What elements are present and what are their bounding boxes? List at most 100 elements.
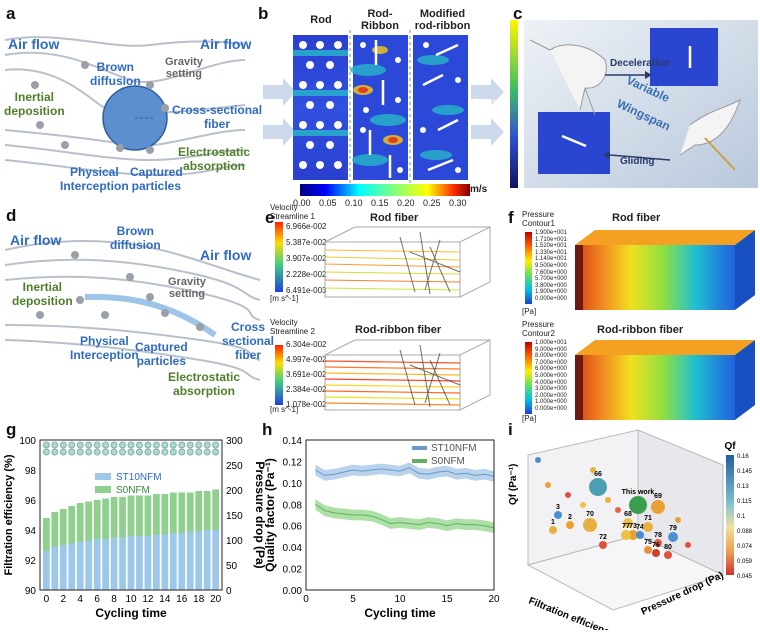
g-bar-st10nfm	[212, 530, 220, 590]
g-pressure-point	[127, 441, 135, 449]
i-point-label: 74	[636, 524, 644, 531]
i-point-small	[675, 517, 681, 523]
b-colorbar-tick: 0.30	[449, 198, 467, 208]
g-pressure-point	[93, 441, 101, 449]
g-bar-st10nfm	[169, 533, 177, 590]
f-legend1-value: 7.600e+000	[535, 269, 567, 276]
b-outlet-label: Outlet	[472, 97, 497, 107]
i-point-label: 72	[599, 534, 607, 541]
g-pressure-point	[169, 448, 177, 456]
g-pressure-point	[152, 441, 160, 449]
g-pressure-point	[102, 448, 110, 456]
d-airflow-left: Air flow	[10, 232, 62, 248]
c-gliding: Gliding	[620, 156, 655, 167]
i-point	[566, 521, 574, 529]
e-legend2-value: 6.304e-002	[286, 340, 327, 349]
panel-label-d: d	[6, 206, 17, 225]
h-ytick: 0.14	[283, 436, 303, 447]
g-bar-st10nfm	[42, 551, 50, 590]
f-legend2-value: 1.000e+000	[535, 399, 567, 406]
g-pressure-point	[161, 441, 169, 449]
f-legend2-value: 7.000e+000	[535, 359, 567, 366]
e-legend1-bar	[275, 222, 283, 292]
e-legend1-head: Velocity Streamline 1	[270, 203, 315, 221]
e-legend1-value: 2.228e-002	[286, 270, 327, 279]
g-ytick: 92	[25, 556, 37, 567]
e-title-rod: Rod fiber	[370, 212, 419, 224]
g-bar-st10nfm	[76, 542, 84, 590]
e-legend1-value: 6.966e-002	[286, 222, 327, 231]
g-bar-s0nfm	[102, 498, 109, 539]
g-y2tick: 100	[226, 536, 243, 547]
b-flow-fields	[263, 30, 504, 185]
d-physical-interception: Physical Interception	[70, 334, 139, 362]
g-pressure-point	[76, 441, 84, 449]
g-bar-st10nfm	[178, 533, 186, 590]
g-legend-swatch-s0nfm	[95, 486, 111, 493]
e-legend1-unit: [m s^-1]	[270, 294, 299, 303]
g-bar-st10nfm	[195, 531, 203, 590]
a-captured-particles: Captured particles	[130, 165, 183, 193]
h-ytick: 0.04	[283, 543, 303, 554]
panel-label-a: a	[6, 4, 16, 23]
g-pressure-point	[135, 448, 143, 456]
i-point	[554, 511, 562, 519]
panel-label-g: g	[6, 420, 17, 439]
d-inertial-deposition: Inertial deposition	[12, 280, 73, 308]
i-point-label: 78	[654, 532, 662, 539]
b-colorbar-tick: 0.15	[371, 198, 389, 208]
g-bar-s0nfm	[93, 500, 101, 539]
i-point-label: 69	[654, 493, 662, 500]
g-bar-st10nfm	[110, 537, 118, 590]
g-ytick: 100	[19, 436, 36, 447]
i-point-small	[615, 507, 621, 513]
g-xtick: 10	[125, 594, 137, 605]
f-legend1-value: 1.140e+001	[535, 256, 567, 263]
f-title-rod-ribbon: Rod-ribbon fiber	[597, 324, 684, 336]
g-pressure-point	[85, 441, 93, 449]
g-bar-s0nfm	[85, 501, 93, 541]
b-colorbar	[300, 184, 470, 196]
g-bar-st10nfm	[85, 540, 93, 590]
g-pressure-point	[110, 441, 118, 449]
g-y2tick: 250	[226, 461, 243, 472]
g-xtick: 14	[159, 594, 171, 605]
panel-label-c: c	[513, 4, 523, 23]
h-ytick: 0.12	[283, 457, 303, 468]
h-xlabel: Cycling time	[364, 606, 436, 620]
i-point	[636, 531, 644, 539]
b-inlet-label: Inlet	[262, 97, 280, 107]
f-legend2-value: 3.000e+000	[535, 386, 567, 393]
e-legend2-bar	[275, 345, 283, 405]
g-bar-s0nfm	[186, 492, 194, 532]
b-header-rod: Rod	[310, 14, 332, 26]
i-point	[654, 539, 662, 547]
g-y2tick: 0	[226, 586, 232, 597]
h-plot-frame	[305, 439, 495, 591]
g-pressure-point	[51, 448, 59, 456]
i-point-label: This work	[622, 489, 655, 496]
f-legend1-value: 1.330e+001	[535, 249, 567, 256]
g-bar-st10nfm	[153, 534, 160, 590]
g-bar-s0nfm	[153, 494, 160, 535]
g-pressure-point	[186, 441, 194, 449]
b-colorbar-tick: 0.00	[293, 198, 311, 208]
h-xtick: 10	[394, 594, 406, 605]
g-bar-s0nfm	[51, 512, 59, 547]
e-rod-streamlines	[324, 226, 491, 298]
f-legend2-value: 9.000e+000	[535, 346, 567, 353]
e-legend1-value: 3.907e-002	[286, 254, 327, 263]
g-xtick: 0	[44, 594, 50, 605]
g-bar-s0nfm	[161, 494, 169, 535]
g-pressure-point	[212, 441, 220, 449]
g-pressure-point	[212, 448, 220, 456]
g-pressure-point	[85, 448, 93, 456]
g-xlabel: Cycling time	[95, 606, 167, 620]
g-y2tick: 50	[226, 561, 238, 572]
g-ytick: 98	[25, 466, 37, 477]
g-bar-s0nfm	[136, 495, 143, 536]
i-colorbar-tick: 0.088	[737, 529, 753, 535]
h-ytick: 0.10	[283, 479, 303, 490]
